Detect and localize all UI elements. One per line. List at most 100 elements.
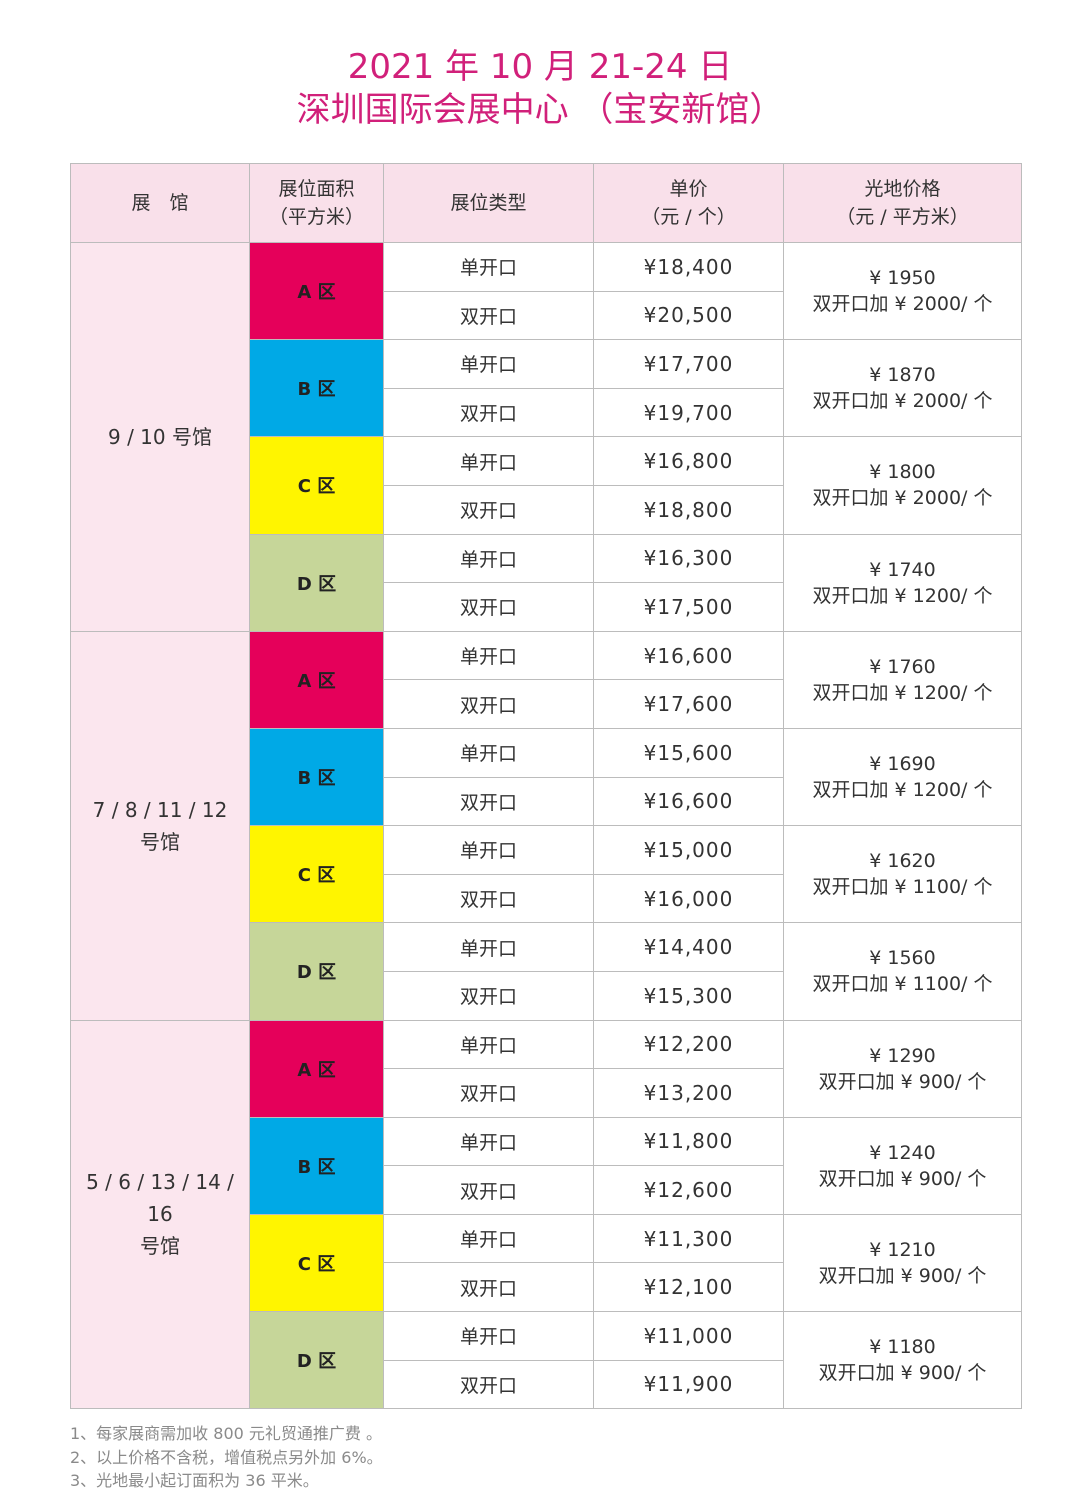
hall-label: 号馆	[140, 1234, 180, 1259]
double-open-surcharge: 双开口加 ¥ 900/ 个	[818, 1362, 987, 1385]
booth-type-cell: 双开口	[383, 582, 594, 632]
unit-price-cell: ¥15,000	[593, 825, 784, 875]
table-row: D 区单开口 ¥11,000 ¥ 1180 双开口加 ¥ 900/ 个	[71, 1311, 1022, 1410]
unit-price-cell: ¥20,500	[593, 290, 784, 341]
double-open-surcharge: 双开口加 ¥ 900/ 个	[818, 1070, 987, 1093]
zone-cell: A 区	[249, 630, 384, 729]
raw-space-price-cell: ¥ 1290 双开口加 ¥ 900/ 个	[783, 1019, 1022, 1118]
unit-price-cell: ¥15,600	[593, 727, 784, 778]
column-header-hall: 展 馆	[70, 163, 250, 243]
unit-price-cell: ¥16,800	[593, 436, 784, 486]
raw-space-price: ¥ 1740	[869, 558, 936, 581]
raw-space-price-cell: ¥ 1210 双开口加 ¥ 900/ 个	[783, 1213, 1022, 1313]
raw-space-price: ¥ 1800	[869, 461, 936, 484]
zone-cell: B 区	[249, 727, 384, 827]
table-row: B 区单开口 ¥11,800 ¥ 1240 双开口加 ¥ 900/ 个	[71, 1116, 1022, 1215]
table-row: 双开口 ¥11,900	[71, 1359, 1022, 1410]
unit-price-cell: ¥12,200	[593, 1019, 784, 1070]
raw-space-price-cell: ¥ 1870 双开口加 ¥ 2000/ 个	[783, 339, 1022, 438]
table-row: C 区单开口 ¥15,000 ¥ 1620 双开口加 ¥ 1100/ 个	[71, 825, 1022, 924]
double-open-surcharge: 双开口加 ¥ 2000/ 个	[812, 293, 993, 316]
raw-space-price-cell: ¥ 1800 双开口加 ¥ 2000/ 个	[783, 436, 1022, 535]
zone-cell: B 区	[249, 339, 384, 438]
raw-space-price-cell: ¥ 1740 双开口加 ¥ 1200/ 个	[783, 533, 1022, 632]
raw-space-price-cell: ¥ 1620 双开口加 ¥ 1100/ 个	[783, 825, 1022, 924]
zone-cell: D 区	[249, 533, 384, 632]
footnote: 1、每家展商需加收 800 元礼贸通推广费 。	[70, 1424, 382, 1443]
raw-space-price: ¥ 1760	[869, 655, 936, 678]
raw-space-price: ¥ 1290	[869, 1044, 936, 1067]
raw-space-price-cell: ¥ 1950 双开口加 ¥ 2000/ 个	[783, 241, 1022, 341]
unit-price-cell: ¥16,600	[593, 630, 784, 681]
page-title-venue: 深圳国际会展中心 （宝安新馆）	[296, 90, 784, 130]
raw-space-price: ¥ 1180	[869, 1336, 936, 1359]
unit-price-cell: ¥17,700	[593, 339, 784, 389]
hall-cell: 5 / 6 / 13 / 14 / 16 号馆	[70, 1019, 250, 1410]
table-body: 9 / 10 号馆 A 区单开口 ¥18,400 ¥ 1950 双开口加 ¥ 2000/…	[70, 241, 1022, 1410]
table-row: 双开口 ¥17,500	[71, 582, 1022, 632]
table-row: 双开口 ¥19,700	[71, 387, 1022, 438]
column-header-raw-space-price: 光地价格 （元 / 平方米）	[783, 163, 1022, 243]
zone-cell: C 区	[249, 825, 384, 924]
unit-price-cell: ¥12,600	[593, 1165, 784, 1215]
column-header-booth-type: 展位类型	[383, 163, 594, 243]
unit-price-cell: ¥18,800	[593, 484, 784, 535]
booth-type-cell: 单开口	[383, 727, 594, 778]
column-header-unit-price: 单价 （元 / 个）	[593, 163, 784, 243]
unit-price-cell: ¥15,300	[593, 970, 784, 1021]
unit-price-cell: ¥11,300	[593, 1213, 784, 1264]
zone-cell: B 区	[249, 1116, 384, 1215]
zone-cell: C 区	[249, 1213, 384, 1313]
table-row: B 区单开口 ¥17,700 ¥ 1870 双开口加 ¥ 2000/ 个	[71, 339, 1022, 438]
booth-type-cell: 单开口	[383, 1116, 594, 1167]
hall-label: 5 / 6 / 13 / 14 / 16	[86, 1170, 234, 1227]
booth-type-cell: 双开口	[383, 387, 594, 438]
footnote: 3、光地最小起订面积为 36 平米。	[70, 1471, 319, 1490]
booth-type-cell: 双开口	[383, 1165, 594, 1215]
hall-cell: 9 / 10 号馆	[70, 242, 250, 632]
table-row: 双开口 ¥20,500	[71, 290, 1022, 341]
table-row: 双开口 ¥12,600	[71, 1165, 1022, 1215]
double-open-surcharge: 双开口加 ¥ 1200/ 个	[812, 681, 993, 704]
booth-type-cell: 单开口	[383, 1311, 594, 1361]
booth-type-cell: 双开口	[383, 484, 594, 535]
unit-price-cell: ¥17,600	[593, 679, 784, 729]
table-row: C 区单开口 ¥11,300 ¥ 1210 双开口加 ¥ 900/ 个	[71, 1213, 1022, 1313]
zone-cell: D 区	[249, 1311, 384, 1410]
raw-space-price-cell: ¥ 1690 双开口加 ¥ 1200/ 个	[783, 727, 1022, 827]
booth-type-cell: 双开口	[383, 1359, 594, 1410]
booth-type-cell: 单开口	[383, 242, 594, 292]
raw-space-price: ¥ 1210	[869, 1238, 936, 1261]
unit-price-cell: ¥16,600	[593, 776, 784, 827]
table-row: B 区单开口 ¥15,600 ¥ 1690 双开口加 ¥ 1200/ 个	[71, 727, 1022, 827]
booth-type-cell: 单开口	[383, 630, 594, 681]
booth-type-cell: 单开口	[383, 922, 594, 972]
hall-label: 号馆	[140, 829, 180, 854]
unit-price-cell: ¥18,400	[593, 242, 784, 292]
booth-type-cell: 双开口	[383, 970, 594, 1021]
double-open-surcharge: 双开口加 ¥ 1100/ 个	[812, 973, 993, 996]
table-row: 双开口 ¥15,300	[71, 970, 1022, 1021]
raw-space-price: ¥ 1620	[869, 850, 936, 873]
column-header-booth-area: 展位面积 （平方米）	[249, 163, 384, 243]
raw-space-price: ¥ 1870	[869, 364, 936, 387]
unit-price-cell: ¥11,800	[593, 1116, 784, 1167]
table-row: 双开口 ¥12,100	[71, 1262, 1022, 1313]
raw-space-price: ¥ 1560	[869, 947, 936, 970]
double-open-surcharge: 双开口加 ¥ 1200/ 个	[812, 779, 993, 802]
zone-cell: A 区	[249, 1019, 384, 1118]
booth-type-cell: 双开口	[383, 776, 594, 827]
booth-type-cell: 双开口	[383, 873, 594, 924]
booth-type-cell: 单开口	[383, 436, 594, 486]
unit-price-cell: ¥17,500	[593, 582, 784, 632]
booth-type-cell: 单开口	[383, 339, 594, 389]
hall-label: 7 / 8 / 11 / 12	[92, 797, 228, 822]
unit-price-cell: ¥16,300	[593, 533, 784, 584]
table-row: 7 / 8 / 11 / 12 号馆 A 区单开口 ¥16,600 ¥ 1760 双开口加…	[70, 630, 1022, 1021]
table-row: 5 / 6 / 13 / 14 / 16 号馆 A 区单开口 ¥12,200 ¥ 129…	[70, 1019, 1022, 1410]
zone-cell: D 区	[249, 922, 384, 1021]
raw-space-price: ¥ 1240	[869, 1141, 936, 1164]
hall-label: 9 / 10 号馆	[108, 424, 212, 449]
hall-cell: 7 / 8 / 11 / 12 号馆	[70, 630, 250, 1021]
zone-cell: A 区	[249, 241, 384, 341]
